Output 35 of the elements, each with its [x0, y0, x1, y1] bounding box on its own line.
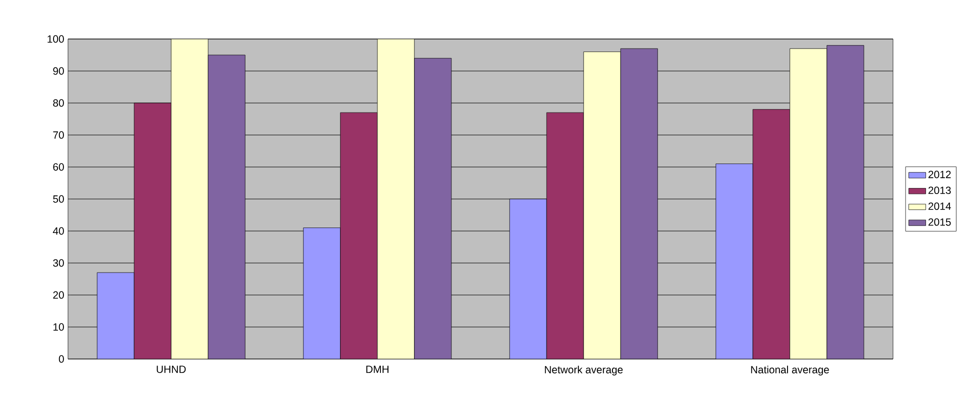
y-tick-label: 90: [53, 67, 64, 75]
legend-label: 2013: [928, 186, 951, 194]
x-tick-label: DMH: [366, 366, 388, 373]
bar: [96, 272, 134, 359]
bar: [340, 112, 378, 359]
bar: [134, 102, 172, 359]
x-tick-label: National average: [751, 366, 829, 376]
y-tick-label: 0: [58, 355, 64, 363]
y-tick-label: 50: [53, 195, 64, 203]
y-tick-label: 100: [48, 35, 64, 43]
bar: [546, 112, 584, 359]
bar: [509, 198, 547, 359]
y-tick-label: 20: [53, 291, 64, 299]
y-tick-label: 40: [52, 227, 64, 235]
legend-label: 2012: [928, 170, 951, 178]
bar: [303, 228, 341, 359]
bar: [377, 38, 415, 359]
bar: [752, 109, 790, 359]
y-tick-label: 10: [53, 323, 64, 331]
bar: [790, 48, 828, 359]
bar: [826, 45, 864, 359]
y-tick-label: 70: [53, 131, 64, 139]
x-tick-label: Network average: [544, 366, 623, 376]
x-tick-label: UHND: [156, 366, 186, 373]
bar: [170, 38, 208, 359]
y-tick-label: 60: [53, 163, 64, 171]
bar: [620, 48, 658, 359]
bar: [414, 58, 452, 359]
bar: [716, 164, 754, 359]
y-tick-label: 80: [53, 99, 64, 107]
legend-label: 2015: [928, 218, 951, 226]
bar: [583, 52, 621, 359]
bar: [208, 54, 246, 359]
y-tick-label: 30: [53, 259, 64, 267]
legend-label: 2014: [928, 202, 951, 210]
